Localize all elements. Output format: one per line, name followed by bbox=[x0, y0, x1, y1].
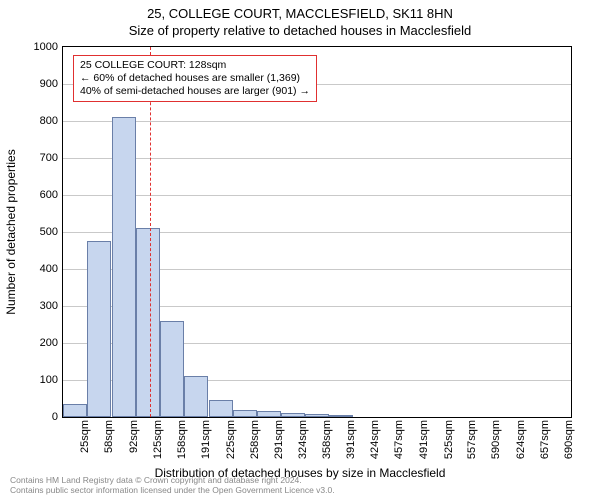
grid-line bbox=[63, 158, 571, 159]
annotation-line-3: 40% of semi-detached houses are larger (… bbox=[80, 85, 310, 98]
page-title: 25, COLLEGE COURT, MACCLESFIELD, SK11 8H… bbox=[0, 0, 600, 21]
histogram-bar bbox=[112, 117, 136, 417]
page-subtitle: Size of property relative to detached ho… bbox=[0, 21, 600, 42]
histogram-bar bbox=[136, 228, 160, 417]
chart-plot-area: 25 COLLEGE COURT: 128sqm← 60% of detache… bbox=[62, 46, 572, 418]
annotation-line-1: 25 COLLEGE COURT: 128sqm bbox=[80, 59, 310, 72]
y-tick-label: 900 bbox=[18, 78, 58, 90]
y-tick-label: 500 bbox=[18, 226, 58, 238]
y-tick-label: 300 bbox=[18, 300, 58, 312]
histogram-bar bbox=[233, 410, 257, 417]
histogram-bar bbox=[305, 414, 329, 417]
y-tick-label: 800 bbox=[18, 115, 58, 127]
histogram-bar bbox=[63, 404, 87, 417]
histogram-bar bbox=[329, 415, 353, 417]
y-tick-label: 400 bbox=[18, 263, 58, 275]
histogram-bar bbox=[184, 376, 208, 417]
y-tick-label: 200 bbox=[18, 337, 58, 349]
grid-line bbox=[63, 195, 571, 196]
histogram-bar bbox=[209, 400, 233, 417]
histogram-bar bbox=[257, 411, 281, 417]
footer-line-1: Contains HM Land Registry data © Crown c… bbox=[10, 475, 335, 486]
y-tick-label: 1000 bbox=[18, 41, 58, 53]
y-tick-label: 100 bbox=[18, 374, 58, 386]
y-axis-label: Number of detached properties bbox=[4, 149, 18, 314]
histogram-bar bbox=[160, 321, 184, 417]
histogram-bar bbox=[281, 413, 305, 417]
grid-line bbox=[63, 121, 571, 122]
histogram-bar bbox=[87, 241, 111, 417]
footer-attribution: Contains HM Land Registry data © Crown c… bbox=[10, 475, 335, 496]
reference-line bbox=[150, 47, 151, 417]
annotation-line-2: ← 60% of detached houses are smaller (1,… bbox=[80, 72, 310, 85]
y-tick-label: 600 bbox=[18, 189, 58, 201]
y-tick-label: 700 bbox=[18, 152, 58, 164]
footer-line-2: Contains public sector information licen… bbox=[10, 485, 335, 496]
y-tick-label: 0 bbox=[18, 411, 58, 423]
annotation-box: 25 COLLEGE COURT: 128sqm← 60% of detache… bbox=[73, 55, 317, 102]
